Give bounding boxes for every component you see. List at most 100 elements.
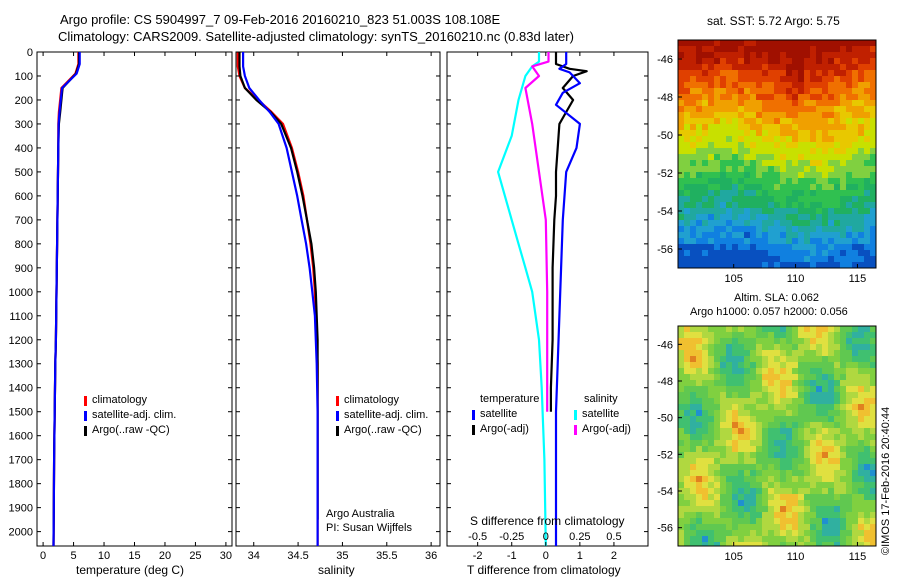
sst-cell: [708, 70, 714, 76]
sst-cell: [720, 112, 726, 118]
sla-cell: [762, 404, 768, 410]
sla-cell: [738, 344, 744, 350]
sla-cell: [852, 542, 858, 546]
sst-cell: [840, 70, 846, 76]
sla-cell: [750, 368, 756, 374]
sla-cell: [762, 440, 768, 446]
sst-cell: [768, 148, 774, 154]
sst-cell: [792, 40, 798, 46]
sla-cell: [792, 422, 798, 428]
sla-cell: [744, 380, 750, 386]
sla-cell: [858, 356, 864, 362]
sst-cell: [738, 88, 744, 94]
sst-cell: [738, 154, 744, 160]
legend-label: Argo(..raw -QC): [344, 424, 422, 436]
sla-cell: [720, 344, 726, 350]
sst-cell: [858, 58, 864, 64]
sst-cell: [780, 250, 786, 256]
sst-cell: [816, 220, 822, 226]
sst-cell: [720, 94, 726, 100]
sst-cell: [798, 196, 804, 202]
sst-cell: [690, 250, 696, 256]
sst-cell: [852, 208, 858, 214]
sla-cell: [840, 356, 846, 362]
sla-cell: [834, 386, 840, 392]
sla-cell: [846, 416, 852, 422]
sla-cell: [684, 422, 690, 428]
sla-cell: [780, 464, 786, 470]
sst-cell: [702, 226, 708, 232]
sst-cell: [678, 40, 684, 46]
sst-cell: [840, 64, 846, 70]
sst-cell: [714, 178, 720, 184]
sst-cell: [690, 100, 696, 106]
sla-cell: [822, 410, 828, 416]
sla-cell: [816, 464, 822, 470]
sla-cell: [786, 332, 792, 338]
sla-cell: [828, 488, 834, 494]
sst-cell: [708, 94, 714, 100]
sst-cell: [780, 226, 786, 232]
sla-cell: [678, 386, 684, 392]
sla-cell: [720, 398, 726, 404]
sla-cell: [798, 368, 804, 374]
sla-cell: [714, 368, 720, 374]
sst-cell: [822, 118, 828, 124]
sla-cell: [798, 506, 804, 512]
sst-cell: [840, 238, 846, 244]
sla-cell: [726, 374, 732, 380]
sla-cell: [828, 380, 834, 386]
sst-cell: [738, 94, 744, 100]
sst-cell: [744, 166, 750, 172]
sla-cell: [828, 536, 834, 542]
sla-cell: [726, 464, 732, 470]
sst-cell: [678, 136, 684, 142]
sla-cell: [684, 500, 690, 506]
sla-cell: [732, 362, 738, 368]
sla-cell: [774, 344, 780, 350]
sst-cell: [774, 112, 780, 118]
sla-cell: [720, 446, 726, 452]
sla-cell: [810, 368, 816, 374]
sst-cell: [678, 160, 684, 166]
sla-cell: [696, 542, 702, 546]
sla-cell: [828, 470, 834, 476]
sla-cell: [690, 404, 696, 410]
sst-cell: [792, 160, 798, 166]
sla-cell: [732, 350, 738, 356]
sst-cell: [804, 232, 810, 238]
sst-cell: [852, 52, 858, 58]
sst-cell: [798, 112, 804, 118]
sst-cell: [804, 196, 810, 202]
sst-cell: [864, 94, 870, 100]
sla-cell: [768, 446, 774, 452]
sst-cell: [858, 112, 864, 118]
sst-cell: [864, 82, 870, 88]
sla-cell: [810, 440, 816, 446]
sst-cell: [828, 106, 834, 112]
sst-cell: [798, 184, 804, 190]
sst-cell: [732, 52, 738, 58]
sla-cell: [744, 422, 750, 428]
sla-cell: [804, 362, 810, 368]
sla-cell: [678, 506, 684, 512]
sst-cell: [822, 46, 828, 52]
sla-cell: [750, 482, 756, 488]
sst-cell: [756, 58, 762, 64]
sla-cell: [678, 344, 684, 350]
sst-cell: [768, 172, 774, 178]
sla-cell: [684, 434, 690, 440]
sst-cell: [756, 52, 762, 58]
sla-cell: [834, 494, 840, 500]
sla-cell: [720, 452, 726, 458]
sst-cell: [702, 58, 708, 64]
sla-cell: [852, 524, 858, 530]
ytick-label: 900: [15, 263, 33, 275]
sla-cell: [678, 338, 684, 344]
sst-cell: [840, 232, 846, 238]
sla-cell: [738, 524, 744, 530]
sla-cell: [804, 464, 810, 470]
sst-cell: [738, 142, 744, 148]
sla-cell: [858, 386, 864, 392]
sla-cell: [852, 374, 858, 380]
